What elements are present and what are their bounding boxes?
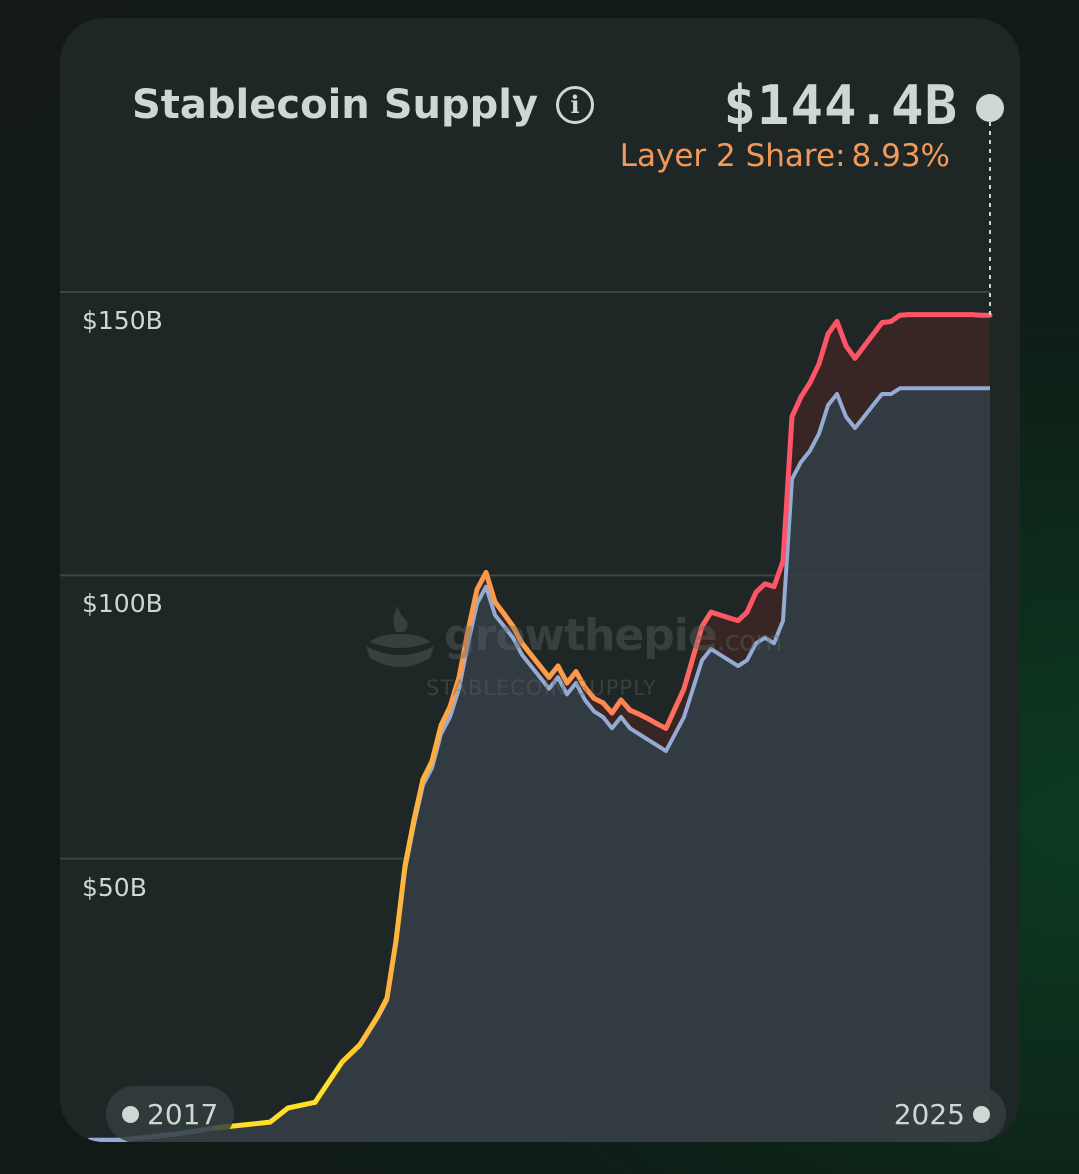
total-supply-segment — [663, 706, 678, 731]
total-supply-segment — [789, 394, 804, 420]
chart-title: Stablecoin Supply i — [132, 80, 595, 130]
total-supply-segment — [357, 1013, 381, 1048]
total-supply-segment — [429, 723, 444, 764]
total-supply-segment — [438, 704, 453, 728]
total-supply-segment — [780, 414, 795, 564]
total-supply-segment — [240, 1119, 273, 1128]
total-supply-segment — [690, 623, 705, 660]
total-supply-value: $144.4B — [723, 74, 958, 137]
total-supply-segment — [672, 686, 687, 711]
total-supply-segment — [501, 611, 516, 629]
stablecoin-supply-card: growthepie.com STABLECOIN SUPPLY Stablec… — [60, 18, 1020, 1142]
y-tick-label: $100B — [82, 589, 163, 619]
range-start-handle[interactable]: 2017 — [106, 1086, 235, 1142]
layer2-share: Layer 2 Share: 8.93% — [620, 138, 950, 174]
total-supply-segment — [555, 663, 570, 686]
total-supply-segment — [402, 817, 417, 869]
total-supply-segment — [312, 1059, 345, 1105]
total-supply-segment — [744, 589, 759, 615]
total-supply-segment — [420, 758, 435, 782]
total-supply-segment — [483, 570, 498, 605]
total-supply-segment — [384, 938, 399, 1001]
total-supply-segment — [285, 1099, 318, 1111]
total-supply-segment — [267, 1105, 291, 1125]
layer2-share-label: Layer 2 Share: — [619, 138, 846, 174]
total-supply-area — [90, 314, 990, 1142]
total-supply-segment — [447, 674, 462, 710]
range-end-label: 2025 — [893, 1097, 965, 1131]
range-end-handle[interactable]: 2025 — [877, 1086, 1006, 1142]
total-supply-segment — [771, 558, 786, 590]
total-supply-segment — [393, 863, 408, 944]
total-supply-line — [87, 312, 993, 1142]
total-supply-segment — [834, 318, 849, 349]
chart-title-text: Stablecoin Supply — [132, 82, 539, 128]
total-supply-segment — [456, 628, 471, 680]
range-start-label: 2017 — [147, 1097, 219, 1131]
total-supply-segment — [816, 331, 831, 367]
total-supply-segment — [681, 655, 696, 692]
layer2-share-value: 8.93% — [851, 138, 950, 174]
total-supply-segment — [798, 380, 813, 400]
info-icon[interactable]: i — [556, 86, 595, 124]
total-supply-segment — [573, 669, 588, 691]
total-supply-segment — [465, 587, 480, 634]
total-supply-segment — [411, 776, 426, 823]
range-start-dot-icon — [122, 1105, 139, 1123]
total-supply-segment — [339, 1042, 363, 1065]
y-tick-label: $150B — [82, 306, 163, 335]
supply-chart — [60, 94, 1004, 1142]
total-supply-segment — [510, 623, 525, 646]
range-end-dot-icon — [973, 1105, 990, 1123]
total-supply-segment — [375, 995, 390, 1019]
current-value-marker[interactable] — [976, 94, 1004, 122]
y-tick-label: $50B — [82, 872, 147, 902]
total-supply-segment — [699, 609, 714, 629]
total-supply-segment — [807, 361, 822, 386]
total-supply-segment — [609, 697, 624, 716]
